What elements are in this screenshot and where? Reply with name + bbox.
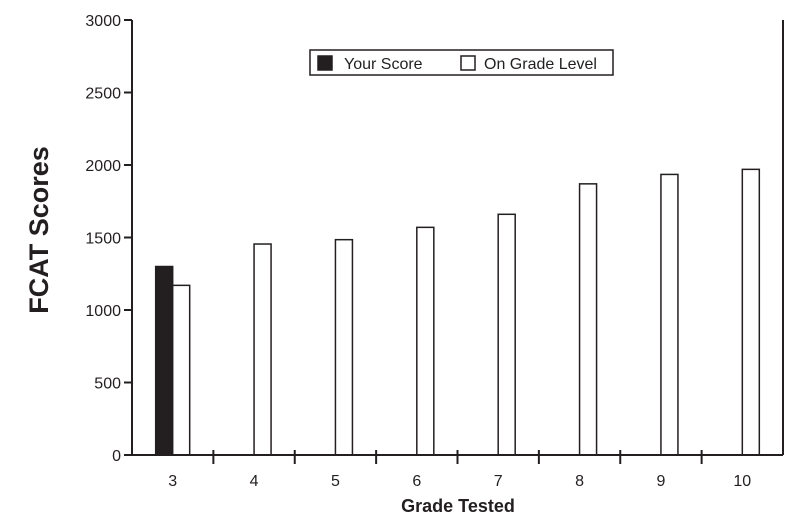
bar-on-grade-level	[578, 183, 598, 456]
bar-on-grade-level	[334, 238, 354, 456]
x-tick-label: 4	[250, 473, 259, 490]
axes-layer	[131, 20, 784, 456]
x-tick-label: 8	[575, 473, 584, 490]
bar-on-grade-level	[741, 168, 761, 456]
bar-on-grade-level	[416, 226, 435, 456]
bar-on-grade-level	[660, 173, 679, 456]
legend: Your Score On Grade Level	[309, 49, 614, 76]
bar-on-grade-level	[171, 284, 191, 456]
bars-layer	[154, 168, 761, 456]
y-tick-label: 1000	[85, 303, 121, 320]
x-tick-label: 9	[656, 473, 665, 490]
bar-on-grade-level	[497, 213, 516, 456]
x-tick-label: 5	[331, 473, 340, 490]
bar-on-grade-level	[253, 243, 272, 456]
x-tick-label: 7	[494, 473, 503, 490]
y-tick-label: 2500	[85, 86, 121, 103]
ticks-layer: 0 500 1000 1500 2000 2500 3000 3 4 5 6 7 8 9 10	[85, 13, 751, 490]
legend-label-your-score: Your Score	[344, 56, 423, 73]
y-tick-label: 0	[112, 448, 121, 465]
y-tick-label: 1500	[85, 231, 121, 248]
x-tick-label: 10	[733, 473, 751, 490]
y-tick-label: 500	[94, 376, 121, 393]
y-tick-label: 2000	[85, 158, 121, 175]
y-axis-title: FCAT Scores	[24, 146, 54, 314]
x-tick-label: 3	[168, 473, 177, 490]
y-tick-label: 3000	[85, 13, 121, 30]
legend-swatch-your-score	[317, 55, 333, 71]
x-axis-title: Grade Tested	[401, 496, 515, 515]
legend-label-on-grade-level: On Grade Level	[484, 56, 597, 73]
bar-your-score	[154, 265, 174, 456]
legend-swatch-on-grade-level	[460, 55, 476, 71]
x-tick-label: 6	[412, 473, 421, 490]
